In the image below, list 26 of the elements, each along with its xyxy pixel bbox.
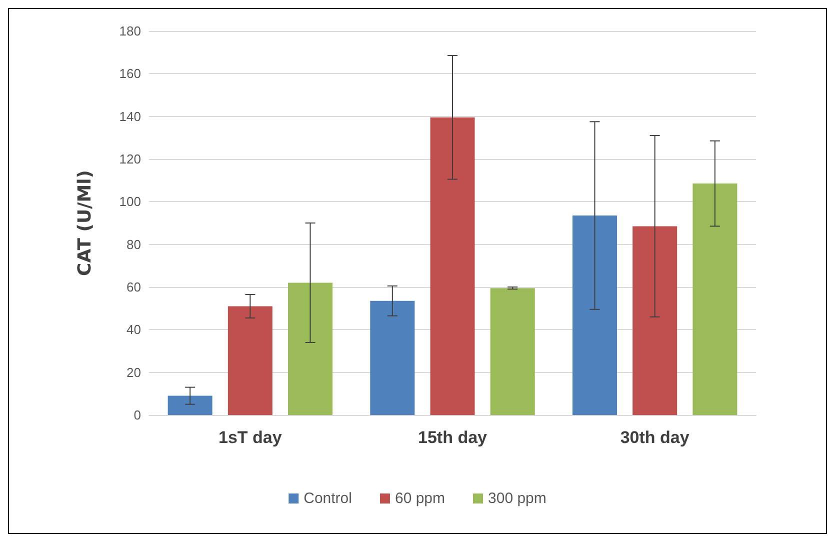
- y-tick-label: 60: [126, 280, 141, 294]
- bar: [288, 282, 333, 415]
- legend-label: Control: [304, 490, 352, 507]
- bar: [490, 288, 535, 415]
- bar: [430, 117, 475, 415]
- y-tick-label: 160: [119, 66, 141, 82]
- y-tick-label: 140: [119, 108, 141, 124]
- y-tick-label: 40: [126, 322, 141, 338]
- y-tick-label: 100: [119, 194, 141, 210]
- x-tick-label: 15th day: [418, 428, 488, 447]
- bar: [168, 396, 212, 415]
- legend-label: 300 ppm: [488, 490, 546, 507]
- y-tick-label: 180: [119, 24, 141, 38]
- y-tick-label: 0: [134, 408, 141, 422]
- bar: [228, 306, 272, 415]
- y-axis-title: CAT (U/Ml): [74, 170, 96, 276]
- y-tick-label: 120: [119, 152, 141, 166]
- y-tick-label: 80: [126, 236, 141, 252]
- bar: [632, 226, 678, 415]
- bar: [572, 216, 617, 415]
- x-tick-label: 1sT day: [218, 428, 282, 447]
- bar: [692, 184, 738, 415]
- y-tick-label: 20: [126, 364, 141, 380]
- legend-label: 60 ppm: [394, 490, 446, 507]
- bar: [370, 300, 415, 415]
- x-tick-label: 30th day: [620, 428, 690, 447]
